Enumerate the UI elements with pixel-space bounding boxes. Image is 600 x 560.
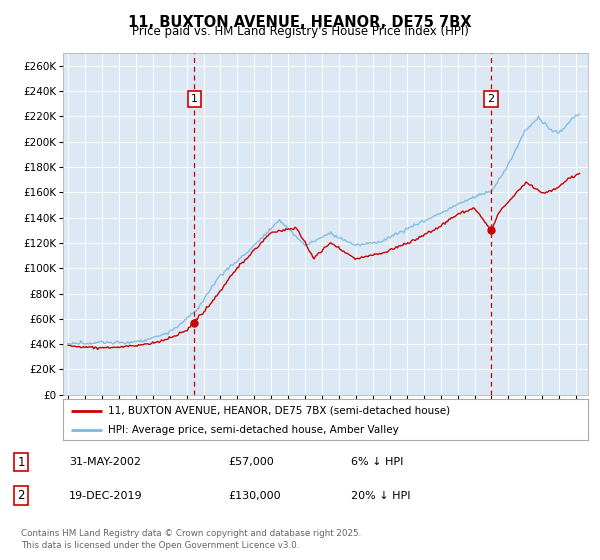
Text: £57,000: £57,000 (228, 457, 274, 467)
Text: 11, BUXTON AVENUE, HEANOR, DE75 7BX: 11, BUXTON AVENUE, HEANOR, DE75 7BX (128, 15, 472, 30)
Text: 31-MAY-2002: 31-MAY-2002 (69, 457, 141, 467)
Text: 1: 1 (17, 455, 25, 469)
Text: 20% ↓ HPI: 20% ↓ HPI (351, 491, 410, 501)
Text: 2: 2 (487, 94, 494, 104)
Text: 19-DEC-2019: 19-DEC-2019 (69, 491, 143, 501)
Text: £130,000: £130,000 (228, 491, 281, 501)
Text: 2: 2 (17, 489, 25, 502)
Text: 6% ↓ HPI: 6% ↓ HPI (351, 457, 403, 467)
Text: Contains HM Land Registry data © Crown copyright and database right 2025.
This d: Contains HM Land Registry data © Crown c… (21, 529, 361, 550)
Text: Price paid vs. HM Land Registry's House Price Index (HPI): Price paid vs. HM Land Registry's House … (131, 25, 469, 38)
Text: HPI: Average price, semi-detached house, Amber Valley: HPI: Average price, semi-detached house,… (107, 424, 398, 435)
Text: 11, BUXTON AVENUE, HEANOR, DE75 7BX (semi-detached house): 11, BUXTON AVENUE, HEANOR, DE75 7BX (sem… (107, 405, 450, 416)
Text: 1: 1 (191, 94, 198, 104)
